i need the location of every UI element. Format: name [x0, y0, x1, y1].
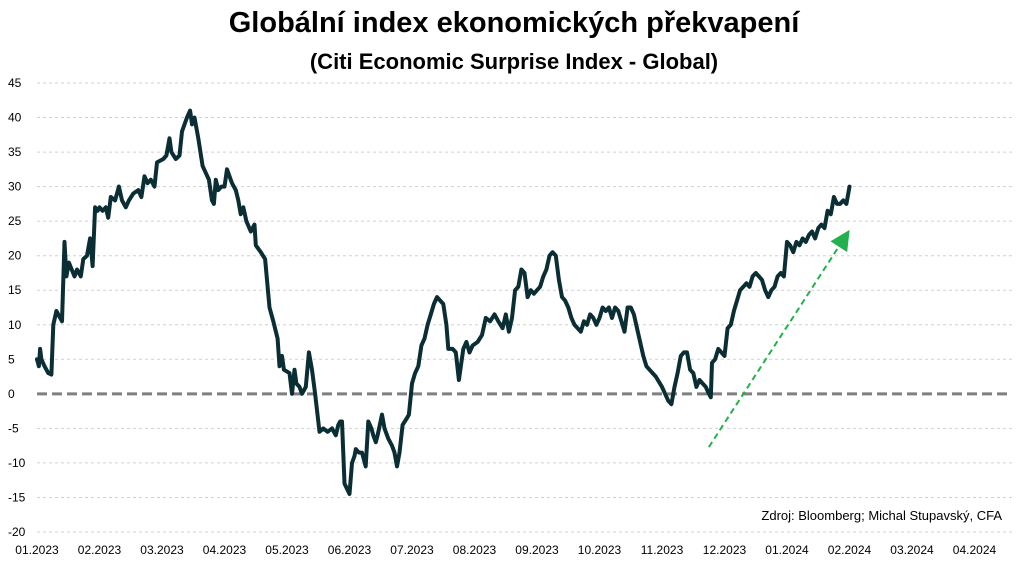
- y-tick-label: 20: [8, 249, 22, 263]
- x-tick-label: 11.2023: [641, 543, 684, 557]
- x-tick-label: 03.2024: [890, 543, 934, 557]
- y-tick-label: -20: [8, 525, 26, 539]
- y-tick-label: -10: [8, 456, 26, 470]
- y-tick-label: 0: [8, 387, 15, 401]
- annotation-layer: [708, 229, 850, 448]
- y-tick-label: 5: [8, 352, 15, 366]
- y-tick-label: -15: [8, 490, 26, 504]
- y-tick-label: 40: [8, 111, 22, 125]
- x-tick-label: 09.2023: [515, 543, 559, 557]
- x-tick-label: 12.2023: [703, 543, 747, 557]
- x-tick-label: 02.2024: [828, 543, 872, 557]
- y-tick-label: 45: [8, 76, 22, 90]
- x-tick-label: 04.2024: [953, 543, 997, 557]
- x-tick-label: 02.2023: [78, 543, 122, 557]
- x-tick-label: 01.2023: [15, 543, 59, 557]
- x-tick-label: 08.2023: [453, 543, 497, 557]
- trend-arrow: [708, 229, 850, 448]
- grid-layer: [37, 82, 1012, 533]
- x-tick-label: 10.2023: [578, 543, 622, 557]
- x-tick-label: 03.2023: [140, 543, 184, 557]
- x-tick-label: 07.2023: [390, 543, 434, 557]
- series-layer: [35, 108, 852, 496]
- y-tick-label: 10: [8, 318, 22, 332]
- chart-subtitle: (Citi Economic Surprise Index - Global): [310, 49, 718, 74]
- x-tick-label: 04.2023: [203, 543, 247, 557]
- chart-title: Globální index ekonomických překvapení: [229, 7, 800, 39]
- y-tick-label: 25: [8, 214, 22, 228]
- x-tick-label: 06.2023: [328, 543, 372, 557]
- y-tick-label: 15: [8, 283, 22, 297]
- x-tick-label: 01.2024: [765, 543, 809, 557]
- y-tick-label: 35: [8, 145, 22, 159]
- source-note: Zdroj: Bloomberg; Michal Stupavský, CFA: [761, 508, 1002, 523]
- x-tick-label: 05.2023: [265, 543, 309, 557]
- series-line: [35, 108, 852, 496]
- axis-layer: -20 -15 -10 -5 0 5 10 15 20 25 30 35 40 45 01.2023 02.2…: [8, 76, 997, 557]
- y-tick-label: 30: [8, 180, 22, 194]
- y-tick-label: -5: [8, 421, 19, 435]
